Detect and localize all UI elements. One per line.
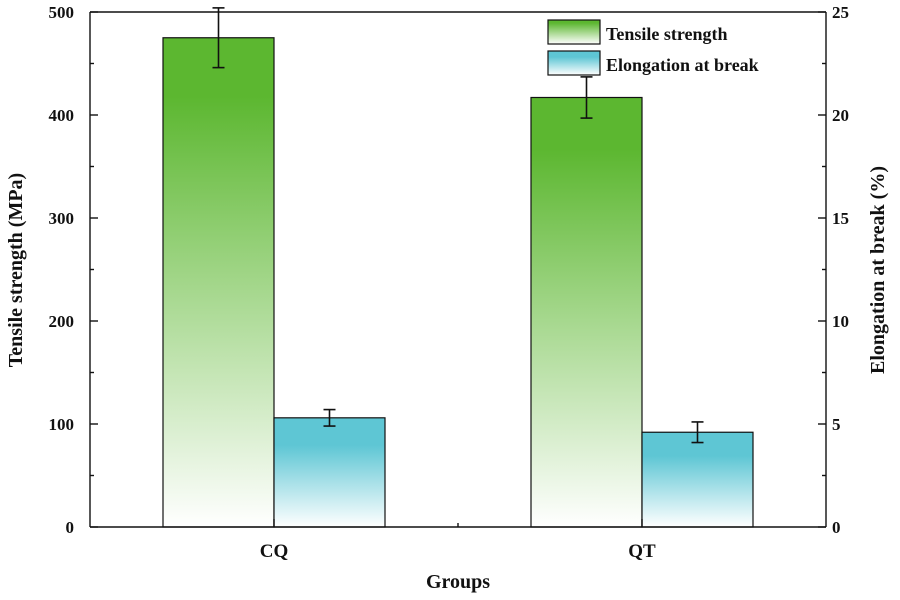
- y-axis-right-title: Elongation at break (%): [867, 166, 889, 374]
- right-axis-ticks: 0 5 10 15 20 25: [818, 3, 849, 537]
- left-tick-label-400: 400: [49, 106, 75, 125]
- x-tick-label-qt: QT: [628, 541, 656, 562]
- right-tick-label-0: 0: [832, 518, 841, 537]
- left-axis-ticks: 0 100 200 300 400 500: [49, 3, 98, 537]
- x-axis-ticks: CQ QT: [260, 519, 656, 562]
- legend-label-elongation-at-break: Elongation at break: [606, 55, 759, 75]
- error-bars-layer: [212, 7, 704, 444]
- legend-swatch-elongation-at-break: [547, 50, 601, 76]
- legend: Tensile strength Elongation at break: [547, 19, 759, 76]
- bars-layer: [162, 37, 754, 528]
- left-tick-label-300: 300: [49, 209, 75, 228]
- bar-elongation-at-break-qt: [641, 431, 754, 528]
- bar-tensile-strength-cq: [162, 37, 275, 528]
- left-tick-label-500: 500: [49, 3, 75, 22]
- right-tick-label-5: 5: [832, 415, 841, 434]
- legend-swatch-tensile-strength: [547, 19, 601, 45]
- right-tick-label-20: 20: [832, 106, 849, 125]
- left-tick-label-200: 200: [49, 312, 75, 331]
- bar-elongation-at-break-cq: [273, 417, 386, 528]
- x-tick-label-cq: CQ: [260, 541, 289, 562]
- y-axis-left-title: Tensile strength (MPa): [5, 173, 27, 367]
- x-axis-title: Groups: [426, 571, 490, 593]
- right-tick-label-15: 15: [832, 209, 849, 228]
- left-tick-label-0: 0: [66, 518, 75, 537]
- bar-tensile-strength-qt: [530, 96, 643, 528]
- right-tick-label-25: 25: [832, 3, 849, 22]
- right-tick-label-10: 10: [832, 312, 849, 331]
- left-tick-label-100: 100: [49, 415, 75, 434]
- legend-label-tensile-strength: Tensile strength: [606, 24, 728, 44]
